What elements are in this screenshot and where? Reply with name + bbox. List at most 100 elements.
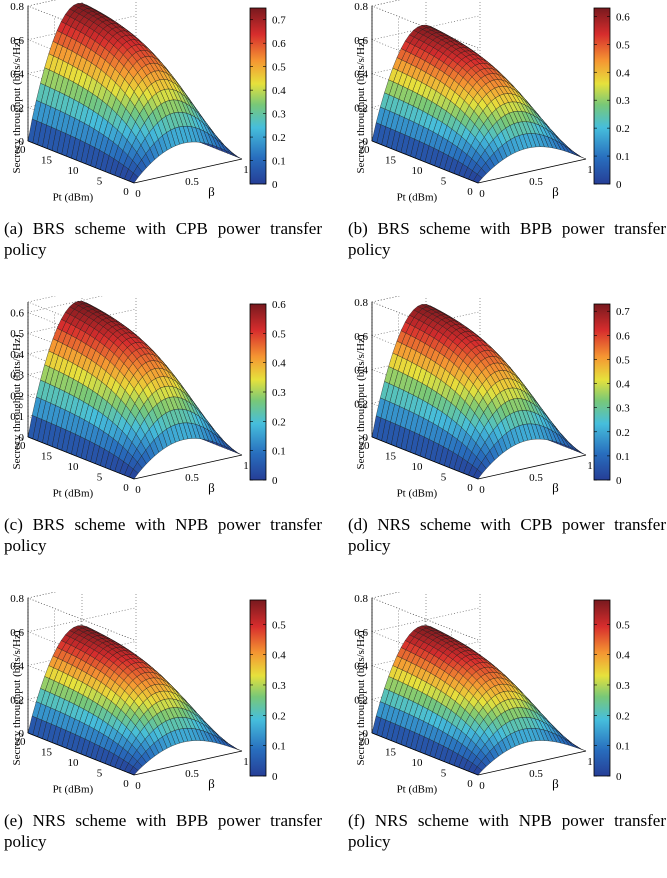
surface-mesh <box>371 625 587 776</box>
z-tick-label: 0.4 <box>354 69 368 81</box>
y-tick-label: 0 <box>123 778 129 790</box>
z-tick-label: 0.4 <box>10 349 24 361</box>
colorbar-tick-label: 0.1 <box>272 156 286 168</box>
y-tick-label: 20 <box>359 736 371 748</box>
z-tick-label: 0.8 <box>10 1 24 13</box>
x-axis <box>133 454 243 480</box>
z-tick-label: 0.1 <box>10 411 24 423</box>
z-tick-label: 0 <box>363 728 369 740</box>
z-tick-label: 0.3 <box>10 370 24 382</box>
y-axis <box>27 732 135 776</box>
y-tick-label: 10 <box>68 757 80 769</box>
panel-c: 0 0.5 1 0 5 10 15 20 0 0.1 0.2 0.3 0.4 0.5 0.6 β Pt (dBm… <box>4 296 324 582</box>
colorbar-tick-label: 0.6 <box>272 38 286 50</box>
z-tick-label: 0.6 <box>354 331 368 343</box>
surface-cell <box>576 746 587 752</box>
colorbar-tick-label: 0 <box>272 179 278 191</box>
colorbar-tick-label: 0.6 <box>272 299 286 311</box>
y-tick-label: 15 <box>41 747 53 759</box>
y-tick-label: 15 <box>385 747 397 759</box>
figure-caption: (e) NRS scheme with BPB power transfer p… <box>4 811 322 851</box>
y-tick-label: 10 <box>68 461 80 473</box>
y-axis-label: Pt (dBm) <box>53 487 94 499</box>
x-axis-label: β <box>208 776 215 791</box>
z-tick-label: 0.2 <box>10 390 24 402</box>
colorbar-tick-label: 0.3 <box>616 680 630 692</box>
z-tick-label: 0.8 <box>10 593 24 605</box>
y-tick-label: 15 <box>385 451 397 463</box>
y-axis-label: Pt (dBm) <box>397 783 438 795</box>
z-tick-label: 0.8 <box>354 593 368 605</box>
colorbar-tick-label: 0.7 <box>616 306 630 318</box>
y-tick-label: 0 <box>467 482 473 494</box>
colorbar <box>249 599 267 777</box>
surface-cell <box>232 153 243 160</box>
colorbar-tick-label: 0.2 <box>616 123 630 135</box>
z-tick-label: 0.2 <box>354 398 368 410</box>
x-tick-label: 1 <box>587 460 593 472</box>
y-tick-label: 5 <box>97 176 103 188</box>
y-axis <box>371 140 479 184</box>
x-axis-label: β <box>552 480 559 495</box>
x-axis <box>133 750 243 776</box>
z-tick-label: 0 <box>19 432 25 444</box>
z-tick-label: 0 <box>363 136 369 148</box>
colorbar-tick-label: 0 <box>272 771 278 783</box>
colorbar-tick-label: 0.5 <box>272 328 286 340</box>
y-tick-label: 20 <box>359 440 371 452</box>
colorbar-tick-label: 0.4 <box>272 650 286 662</box>
y-tick-label: 0 <box>123 186 129 198</box>
surface-mesh <box>27 3 243 184</box>
box-edge <box>27 296 57 303</box>
x-tick-label: 1 <box>587 164 593 176</box>
y-tick-label: 0 <box>123 482 129 494</box>
z-tick-label: 0.2 <box>354 694 368 706</box>
colorbar-tick-label: 0.1 <box>272 741 286 753</box>
x-axis-label: β <box>208 184 215 199</box>
z-tick-label: 0.6 <box>354 35 368 47</box>
surface-mesh <box>371 24 587 184</box>
x-tick-label: 0 <box>135 780 141 792</box>
colorbar-tick-label: 0.4 <box>616 67 630 79</box>
colorbar-tick-label: 0.5 <box>272 619 286 631</box>
x-axis <box>477 158 587 184</box>
z-axis-label: Secrecy throughput (bits/s/Hz) <box>11 334 23 469</box>
y-tick-label: 5 <box>97 768 103 780</box>
colorbar-tick-label: 0.1 <box>616 451 630 463</box>
surface-mesh <box>27 625 243 776</box>
colorbar <box>593 599 611 777</box>
y-tick-label: 20 <box>15 440 27 452</box>
y-tick-label: 5 <box>441 472 447 484</box>
z-tick-label: 0.2 <box>10 102 24 114</box>
z-tick-label: 0.8 <box>354 297 368 309</box>
panel-f: 0 0.5 1 0 5 10 15 20 0 0.2 0.4 0.6 0.8 β Pt (dBm) Secre… <box>348 592 667 878</box>
y-tick-label: 20 <box>359 144 371 156</box>
surface-cell <box>232 449 243 456</box>
figure-caption: (c) BRS scheme with NPB power transfer p… <box>4 515 322 555</box>
y-axis <box>27 436 135 480</box>
colorbar-tick-label: 0.5 <box>272 62 286 74</box>
z-tick-label: 0.6 <box>354 627 368 639</box>
z-tick-label: 0 <box>363 432 369 444</box>
z-tick-label: 0.4 <box>354 661 368 673</box>
x-tick-label: 0 <box>135 188 141 200</box>
x-tick-label: 0 <box>479 484 485 496</box>
y-tick-label: 5 <box>441 176 447 188</box>
x-axis-label: β <box>552 776 559 791</box>
colorbar-tick-label: 0.2 <box>272 416 286 428</box>
y-tick-label: 5 <box>97 472 103 484</box>
colorbar-tick-label: 0.6 <box>616 11 630 23</box>
y-tick-label: 0 <box>467 186 473 198</box>
x-tick-label: 1 <box>587 756 593 768</box>
colorbar-tick-label: 0.3 <box>272 109 286 121</box>
y-tick-label: 15 <box>41 451 53 463</box>
x-tick-label: 0.5 <box>529 472 543 484</box>
colorbar <box>593 7 611 185</box>
colorbar-tick-label: 0.5 <box>616 619 630 631</box>
colorbar-tick-label: 0 <box>616 179 622 191</box>
colorbar <box>593 303 611 481</box>
x-tick-label: 0.5 <box>529 768 543 780</box>
x-axis-label: β <box>552 184 559 199</box>
